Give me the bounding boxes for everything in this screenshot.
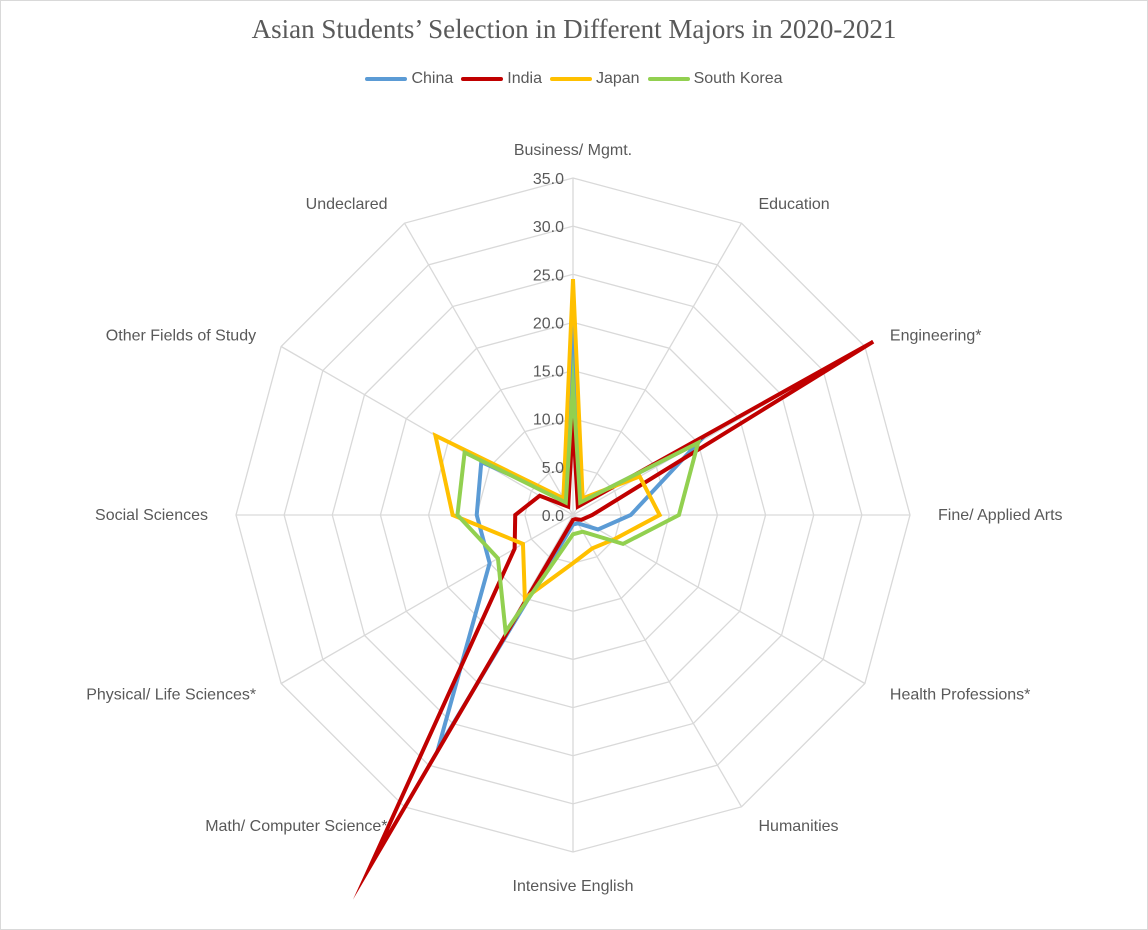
category-label-education: Education [759,196,830,213]
radar-tick-labels: 35.0 30.0 25.0 20.0 15.0 10.0 5.0 0.0 [533,171,564,525]
legend-item-china: China [365,70,453,88]
tick-label-15-0: 15.0 [533,364,564,381]
tick-label-30-0: 30.0 [533,219,564,236]
grid-spoke-education [572,222,743,516]
category-label-intensive-english: Intensive English [513,878,634,895]
legend-label-china: China [411,70,454,87]
category-label-physical-life-sciences: Physical/ Life Sciences* [86,687,256,704]
legend-swatch-japan [549,77,592,81]
tick-label-10-0: 10.0 [533,412,564,429]
radar-category-labels: Business/ Mgmt. Education Engineering* Fine… [86,142,1062,895]
tick-label-0-0: 0.0 [542,508,564,525]
legend-label-japan: Japan [595,70,640,87]
grid-spoke-undeclared [403,222,574,516]
tick-label-20-0: 20.0 [533,315,564,332]
legend-label-south-korea: South Korea [693,70,783,87]
grid-spoke-humanities [572,514,743,808]
tick-label-35-0: 35.0 [533,171,564,188]
category-label-humanities: Humanities [759,818,839,835]
series-line-japan [432,279,663,603]
radar-series [352,279,875,900]
category-label-health-professions: Health Professions* [890,687,1031,704]
chart-legend: China India Japan South Korea [0,70,1148,88]
chart-title: Asian Students’ Selection in Different M… [251,14,897,44]
legend-item-south-korea: South Korea [647,70,783,88]
legend-label-india: India [507,70,542,87]
category-label-math-computer-science: Math/ Computer Science* [205,818,387,835]
series-line-india [352,339,875,900]
category-label-other-fields-of-study: Other Fields of Study [106,328,256,345]
legend-item-japan: Japan [549,70,640,88]
category-label-fine-applied-arts: Fine/ Applied Arts [938,507,1063,524]
series-line-south-korea [455,352,702,638]
tick-label-5-0: 5.0 [542,460,564,477]
category-label-undeclared: Undeclared [306,196,388,213]
legend-item-india: India [461,70,542,88]
category-label-business-mgmt: Business/ Mgmt. [514,142,632,159]
legend-swatch-south-korea [647,77,690,81]
tick-label-25-0: 25.0 [533,267,564,284]
legend-swatch-india [461,77,504,81]
category-label-social-sciences: Social Sciences [95,507,208,524]
category-label-engineering: Engineering* [890,328,982,345]
legend-swatch-china [365,77,408,81]
grid-spoke-other-fields-of-study [280,345,574,516]
